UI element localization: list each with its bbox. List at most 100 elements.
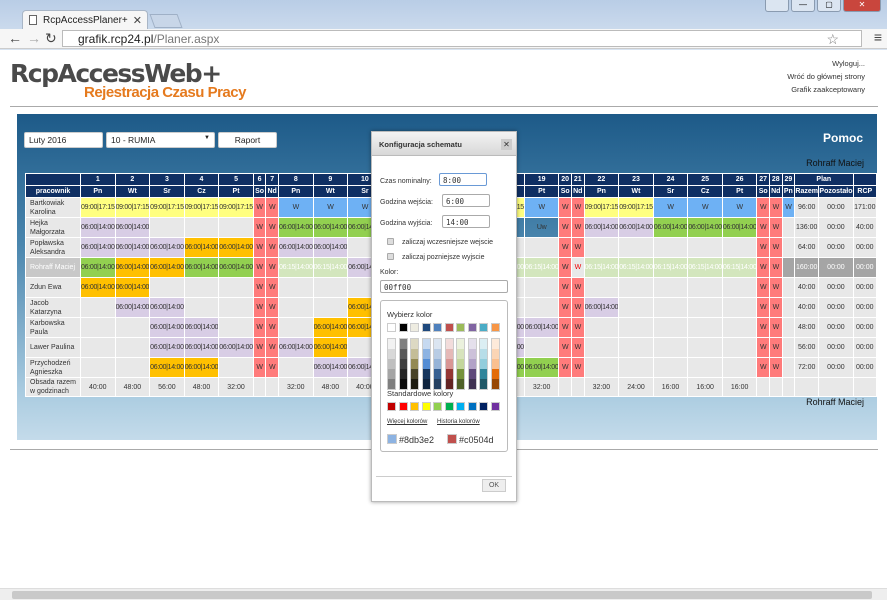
standard-color-swatch[interactable] — [490, 402, 500, 411]
color-swatch[interactable] — [457, 369, 464, 379]
color-swatch[interactable] — [410, 323, 419, 332]
schedule-cell[interactable] — [618, 237, 654, 258]
schedule-cell[interactable]: 06:00|14:00 — [687, 217, 723, 238]
schedule-cell[interactable]: W — [756, 297, 770, 318]
schedule-cell[interactable]: 09:00|17:15 — [618, 197, 654, 218]
schedule-cell[interactable]: W — [756, 357, 770, 378]
color-swatch[interactable] — [388, 339, 395, 349]
schedule-cell[interactable] — [652, 297, 689, 318]
standard-color-swatch[interactable] — [433, 402, 442, 411]
standard-color-swatch[interactable] — [444, 402, 454, 411]
schedule-cell[interactable] — [652, 357, 689, 378]
schedule-cell[interactable]: W — [652, 197, 689, 218]
schedule-cell[interactable]: W — [252, 197, 267, 218]
schedule-cell[interactable]: W — [721, 197, 758, 218]
color-swatch[interactable] — [491, 349, 499, 359]
schedule-cell[interactable] — [80, 297, 116, 318]
color-swatch[interactable] — [445, 339, 453, 349]
schedule-cell[interactable]: W — [570, 277, 585, 298]
schedule-cell[interactable]: 09:00|17:15 — [583, 197, 620, 218]
schedule-cell[interactable]: 06:00|14:00 — [523, 357, 560, 378]
schedule-cell[interactable] — [114, 357, 151, 378]
schedule-cell[interactable] — [721, 277, 758, 298]
schedule-cell[interactable] — [183, 297, 220, 318]
schedule-cell[interactable] — [80, 357, 116, 378]
color-swatch[interactable] — [388, 379, 395, 389]
schedule-cell[interactable]: W — [252, 257, 267, 278]
schedule-cell[interactable]: 06:00|14:00 — [149, 357, 185, 378]
schedule-cell[interactable] — [278, 357, 314, 378]
schedule-cell[interactable]: W — [558, 357, 572, 378]
help-link[interactable]: Pomoc — [822, 131, 863, 145]
employee-name[interactable]: Jacob Katarzyna — [24, 297, 82, 318]
schedule-cell[interactable] — [523, 337, 560, 358]
schedule-cell[interactable]: W — [768, 217, 783, 238]
schedule-cell[interactable]: 09:00|17:15 — [218, 197, 254, 218]
schedule-cell[interactable] — [781, 217, 796, 238]
nominal-time-input[interactable]: 8:00 — [439, 173, 487, 186]
color-swatch[interactable] — [422, 379, 430, 389]
standard-color-swatch[interactable] — [421, 402, 431, 411]
early-entry-checkbox[interactable] — [387, 238, 394, 245]
schedule-cell[interactable]: W — [756, 197, 770, 218]
home-link[interactable]: Wróć do głównej strony — [787, 72, 865, 81]
schedule-cell[interactable]: 06:00|14:00 — [312, 237, 349, 258]
bookmark-star-icon[interactable]: ☆ — [826, 31, 839, 47]
month-input[interactable]: Luty 2016 — [24, 132, 103, 148]
schedule-cell[interactable]: W — [570, 337, 585, 358]
schedule-cell[interactable] — [781, 357, 796, 378]
schedule-cell[interactable]: 06:00|14:00 — [218, 257, 254, 278]
schedule-cell[interactable]: 06:15|14:00 — [652, 257, 689, 278]
late-exit-checkbox[interactable] — [387, 253, 394, 260]
schedule-cell[interactable] — [583, 317, 620, 338]
schedule-cell[interactable] — [652, 277, 689, 298]
schedule-cell[interactable]: W — [570, 317, 585, 338]
schedule-cell[interactable]: 06:00|14:00 — [80, 277, 116, 298]
schedule-cell[interactable]: 06:00|14:00 — [183, 257, 220, 278]
schedule-cell[interactable]: 06:00|14:00 — [278, 237, 314, 258]
schedule-cell[interactable]: 06:15|14:00 — [687, 257, 723, 278]
color-swatch[interactable] — [480, 359, 487, 369]
schedule-cell[interactable]: 06:00|14:00 — [149, 337, 185, 358]
color-swatch[interactable] — [480, 369, 487, 379]
maximize-icon[interactable]: ▢ — [817, 0, 841, 12]
schedule-cell[interactable]: W — [687, 197, 723, 218]
schedule-cell[interactable]: 06:00|14:00 — [149, 317, 185, 338]
schedule-cell[interactable]: 06:00|14:00 — [618, 217, 654, 238]
color-swatch[interactable] — [468, 359, 476, 369]
schedule-cell[interactable] — [687, 317, 723, 338]
schedule-cell[interactable]: W — [768, 297, 783, 318]
schedule-cell[interactable]: 06:00|14:00 — [312, 357, 349, 378]
schedule-cell[interactable] — [652, 237, 689, 258]
schedule-cell[interactable]: 06:00|14:00 — [312, 317, 349, 338]
schedule-cell[interactable] — [687, 237, 723, 258]
color-swatch[interactable] — [411, 359, 418, 369]
standard-color-swatch[interactable] — [479, 402, 488, 411]
close-icon[interactable]: ✕ — [501, 139, 512, 150]
color-swatch[interactable] — [445, 379, 453, 389]
entry-time-input[interactable]: 6:00 — [442, 194, 490, 207]
schedule-cell[interactable] — [781, 237, 796, 258]
reload-icon[interactable]: ↻ — [45, 30, 57, 46]
schedule-cell[interactable]: W — [558, 297, 572, 318]
schedule-cell[interactable]: W — [265, 217, 280, 238]
employee-name[interactable]: Lawer Paulina — [24, 337, 82, 358]
schedule-cell[interactable] — [618, 277, 654, 298]
schedule-cell[interactable]: W — [768, 277, 783, 298]
color-swatch[interactable] — [457, 379, 464, 389]
color-swatch[interactable] — [411, 369, 418, 379]
schedule-cell[interactable]: W — [265, 257, 280, 278]
schedule-cell[interactable]: W — [756, 317, 770, 338]
exit-time-input[interactable]: 14:00 — [442, 215, 490, 228]
color-swatch[interactable] — [480, 339, 487, 349]
schedule-cell[interactable] — [583, 357, 620, 378]
schedule-cell[interactable]: W — [312, 197, 349, 218]
schedule-cell[interactable]: W — [768, 237, 783, 258]
schedule-cell[interactable]: W — [252, 217, 267, 238]
color-swatch[interactable] — [434, 339, 441, 349]
schedule-cell[interactable]: 06:00|14:00 — [312, 337, 349, 358]
schedule-cell[interactable]: W — [570, 217, 585, 238]
schedule-cell[interactable] — [278, 317, 314, 338]
schedule-cell[interactable] — [114, 317, 151, 338]
color-swatch[interactable] — [421, 323, 431, 332]
